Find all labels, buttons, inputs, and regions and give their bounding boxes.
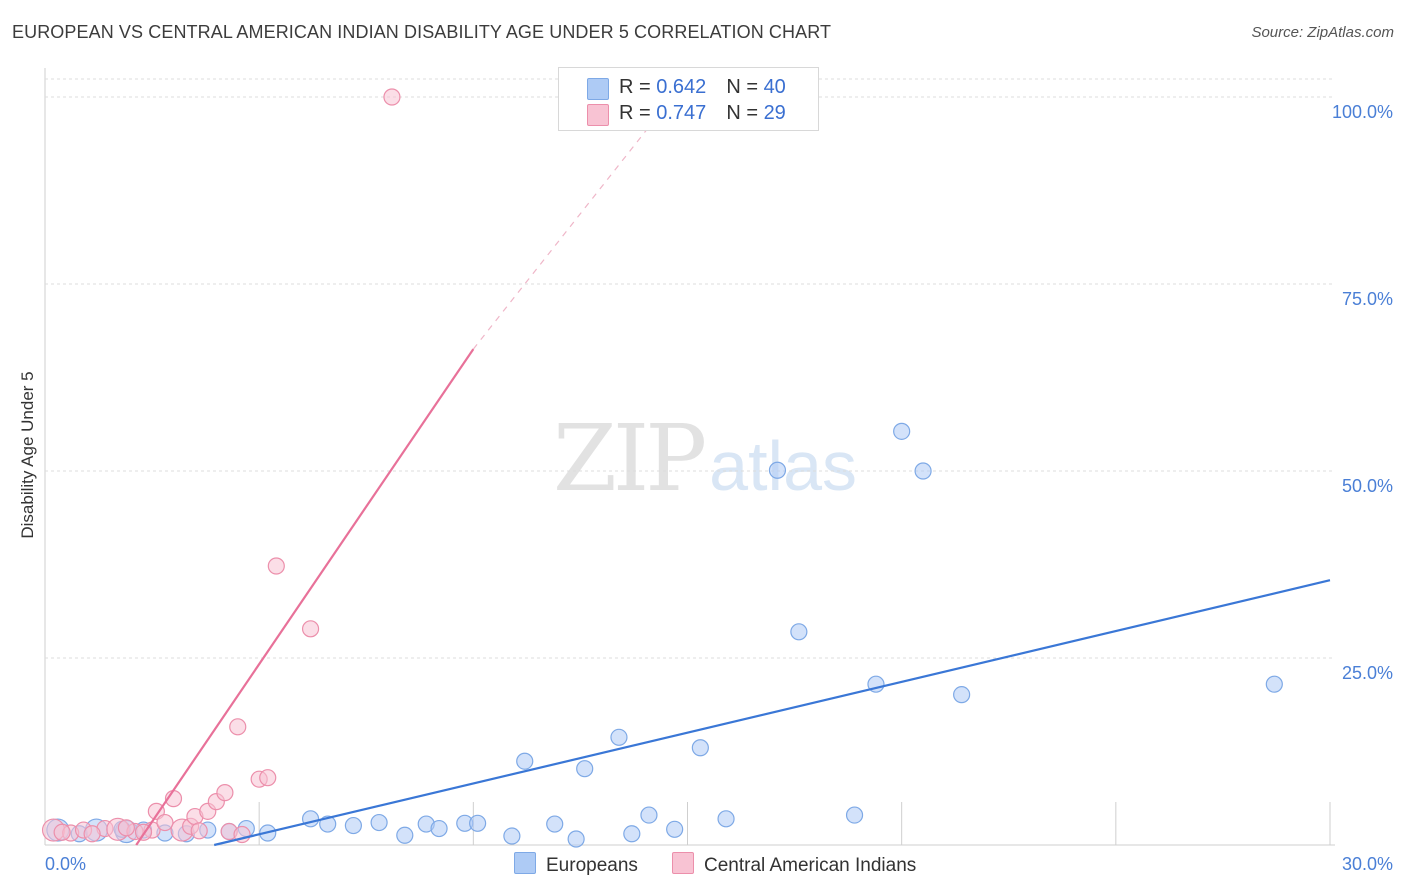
- point-europeans: [567, 830, 585, 848]
- point-central-american-indians: [156, 813, 174, 832]
- legend-r-value: 0.747: [656, 102, 707, 124]
- legend-text-central-american-indians: R = 0.747 N = 29: [619, 102, 786, 125]
- point-central-american-indians: [190, 822, 208, 840]
- y-tick-label: 100.0%: [1332, 102, 1393, 122]
- point-central-american-indians: [301, 620, 320, 638]
- point-europeans: [623, 825, 641, 843]
- point-europeans: [469, 814, 487, 832]
- point-central-american-indians: [259, 769, 277, 787]
- point-europeans: [790, 623, 808, 641]
- point-europeans: [666, 820, 684, 838]
- legend-r-label: R =: [619, 102, 657, 124]
- trend-line-extension-central-american-indians: [472, 126, 650, 350]
- watermark-zip: ZIP: [553, 405, 707, 512]
- bottom-legend-europeans: Europeans: [514, 852, 638, 877]
- legend-text-europeans: R = 0.642 N = 40: [619, 76, 786, 99]
- trend-line-europeans: [213, 579, 1331, 847]
- point-europeans: [546, 815, 564, 833]
- point-europeans: [396, 826, 414, 844]
- source-label: Source: ZipAtlas.com: [1251, 24, 1394, 41]
- y-tick-label: 75.0%: [1342, 289, 1393, 309]
- point-europeans: [1265, 675, 1283, 693]
- legend-n-label: N =: [726, 102, 764, 124]
- point-europeans: [610, 728, 628, 746]
- point-europeans: [691, 739, 709, 757]
- point-europeans: [893, 422, 911, 440]
- legend-r-value: 0.642: [656, 76, 707, 98]
- point-central-american-indians: [83, 825, 101, 843]
- trend-line-central-american-indians: [135, 348, 475, 846]
- bottom-legend-label-europeans: Europeans: [546, 855, 638, 876]
- legend-r-label: R =: [619, 76, 657, 98]
- point-europeans: [768, 461, 787, 479]
- point-europeans: [370, 813, 388, 832]
- correlation-legend: R = 0.642 N = 40 R = 0.747 N = 29: [558, 67, 819, 131]
- point-central-american-indians: [53, 823, 71, 841]
- legend-swatch-central-american-indians: [587, 104, 609, 126]
- point-europeans: [576, 760, 594, 778]
- point-central-american-indians: [267, 557, 285, 575]
- point-europeans: [640, 806, 658, 824]
- bottom-legend-central: Central American Indians: [672, 852, 916, 877]
- point-europeans: [845, 806, 864, 824]
- point-europeans: [953, 686, 971, 704]
- point-europeans: [914, 462, 932, 480]
- point-europeans: [430, 819, 448, 838]
- point-central-american-indians: [117, 819, 135, 837]
- legend-swatch-europeans: [587, 78, 609, 100]
- x-tick-label: 0.0%: [45, 854, 86, 874]
- chart-title: EUROPEAN VS CENTRAL AMERICAN INDIAN DISA…: [12, 22, 832, 42]
- x-tick-label: 30.0%: [1342, 854, 1393, 874]
- point-europeans: [503, 827, 521, 845]
- point-europeans: [717, 810, 735, 828]
- legend-n-value: 29: [763, 102, 786, 124]
- watermark: ZIPatlas: [553, 405, 857, 512]
- point-central-american-indians: [229, 718, 247, 736]
- point-central-american-indians: [216, 784, 234, 802]
- point-central-american-indians: [383, 88, 401, 106]
- bottom-legend-label-central: Central American Indians: [704, 855, 917, 876]
- y-tick-label: 50.0%: [1342, 476, 1393, 496]
- bottom-legend-swatch-central: [672, 852, 694, 874]
- point-europeans: [344, 816, 362, 835]
- legend-n-label: N =: [726, 76, 764, 98]
- point-europeans: [516, 752, 534, 770]
- legend-n-value: 40: [763, 76, 786, 98]
- y-tick-label: 25.0%: [1342, 663, 1393, 683]
- bottom-legend-swatch-europeans: [514, 852, 536, 874]
